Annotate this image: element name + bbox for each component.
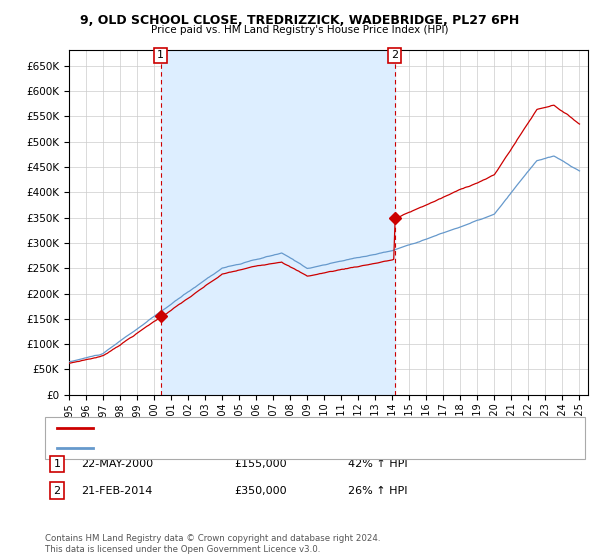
Text: 22-MAY-2000: 22-MAY-2000 [81, 459, 153, 469]
Text: 2: 2 [391, 50, 398, 60]
Text: 9, OLD SCHOOL CLOSE, TREDRIZZICK, WADEBRIDGE, PL27 6PH (detached house): 9, OLD SCHOOL CLOSE, TREDRIZZICK, WADEBR… [99, 423, 499, 433]
Text: Price paid vs. HM Land Registry's House Price Index (HPI): Price paid vs. HM Land Registry's House … [151, 25, 449, 35]
Text: Contains HM Land Registry data © Crown copyright and database right 2024.: Contains HM Land Registry data © Crown c… [45, 534, 380, 543]
Text: £350,000: £350,000 [234, 486, 287, 496]
Text: 1: 1 [157, 50, 164, 60]
Text: 9, OLD SCHOOL CLOSE, TREDRIZZICK, WADEBRIDGE, PL27 6PH: 9, OLD SCHOOL CLOSE, TREDRIZZICK, WADEBR… [80, 14, 520, 27]
Text: £155,000: £155,000 [234, 459, 287, 469]
Text: This data is licensed under the Open Government Licence v3.0.: This data is licensed under the Open Gov… [45, 545, 320, 554]
Bar [161, 50, 395, 395]
Text: 21-FEB-2014: 21-FEB-2014 [81, 486, 152, 496]
Text: HPI: Average price, detached house, Cornwall: HPI: Average price, detached house, Corn… [99, 443, 322, 453]
Text: 1: 1 [53, 459, 61, 469]
Text: 26% ↑ HPI: 26% ↑ HPI [348, 486, 407, 496]
Text: 42% ↑ HPI: 42% ↑ HPI [348, 459, 407, 469]
Text: 2: 2 [53, 486, 61, 496]
